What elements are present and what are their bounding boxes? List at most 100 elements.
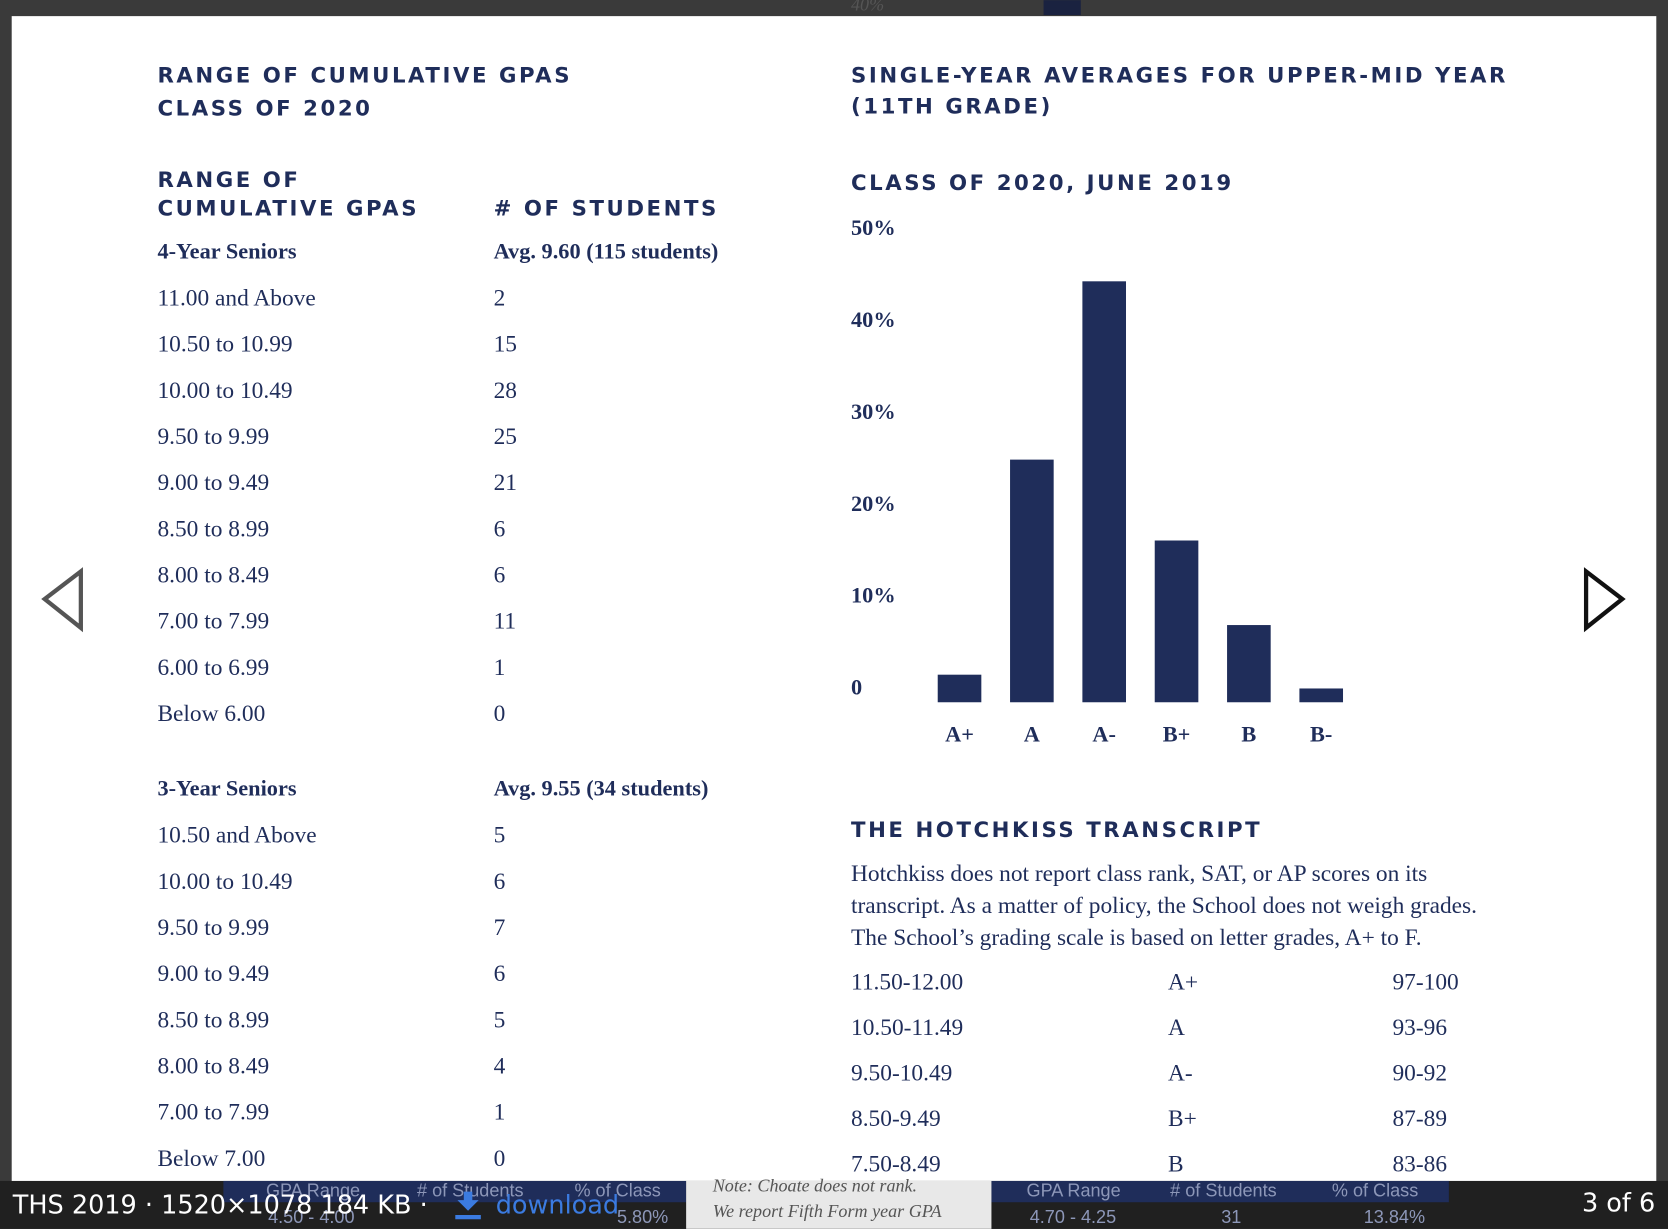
gpa-range: Below 6.00	[157, 701, 265, 727]
behind-text: # of Students	[417, 1180, 524, 1200]
gpa-range: 9.50 to 9.99	[157, 915, 269, 941]
section-title: RANGE OF CUMULATIVE GPAS	[157, 64, 572, 89]
student-count: 5	[494, 823, 506, 849]
download-icon	[455, 1191, 481, 1220]
grade-scale-cell: A-	[1168, 1061, 1193, 1087]
paragraph-line: Hotchkiss does not report class rank, SA…	[851, 861, 1427, 887]
group-average: Avg. 9.55 (34 students)	[494, 776, 709, 801]
chart-title: SINGLE-YEAR AVERAGES FOR UPPER-MID YEAR	[851, 64, 1508, 89]
behind-text: 13.84%	[1364, 1207, 1425, 1227]
gpa-range: 8.50 to 8.99	[157, 1007, 269, 1033]
gpa-range: 9.00 to 9.49	[157, 470, 269, 496]
gpa-range: 7.00 to 7.99	[157, 609, 269, 635]
caption-text: THS 2019 · 1520×1078 184 KB ·	[12, 1190, 428, 1220]
download-link[interactable]: download	[496, 1190, 619, 1220]
group-label: 4-Year Seniors	[157, 238, 296, 263]
student-count: 28	[494, 378, 517, 404]
chart-subtitle: CLASS OF 2020, JUNE 2019	[851, 171, 1234, 196]
bar	[1299, 688, 1344, 703]
student-count: 5	[494, 1007, 506, 1033]
bar	[1010, 459, 1054, 703]
gpa-range: 10.00 to 10.49	[157, 869, 292, 895]
behind-header	[991, 1180, 1449, 1203]
behind-header	[223, 1180, 687, 1203]
behind-text: GPA Range	[266, 1180, 360, 1200]
group-label: 3-Year Seniors	[157, 776, 296, 801]
x-tick-label: A-	[1092, 721, 1116, 746]
bar	[1082, 281, 1127, 703]
gpa-range: 9.50 to 9.99	[157, 424, 269, 450]
grade-scale-cell: 7.50-8.49	[851, 1152, 941, 1178]
grade-scale-cell: 83-86	[1392, 1152, 1447, 1178]
student-count: 6	[494, 563, 506, 589]
y-tick-label: 30%	[851, 399, 896, 424]
grade-scale-cell: B	[1168, 1152, 1184, 1178]
student-count: 11	[494, 609, 517, 635]
grade-scale-cell: 11.50-12.00	[851, 970, 963, 996]
gpa-range: 11.00 and Above	[157, 286, 315, 312]
section-title: CLASS OF 2020	[157, 97, 372, 122]
chart-title: (11TH GRADE)	[851, 95, 1053, 120]
x-tick-label: B-	[1310, 721, 1332, 746]
y-tick-label: 10%	[851, 583, 896, 608]
column-header: RANGE OF	[157, 168, 300, 193]
behind-text: 4.70 - 4.25	[1030, 1207, 1116, 1227]
y-tick-label: 20%	[851, 491, 896, 516]
behind-text: # of Students	[1170, 1180, 1277, 1200]
next-arrow[interactable]	[1583, 567, 1626, 633]
page	[11, 16, 1657, 1181]
column-header: # OF STUDENTS	[494, 197, 719, 222]
caption: GPA Range # of Students % of Class 4.50 - 4…	[12, 1175, 1655, 1226]
gpa-range: 10.50 and Above	[157, 823, 316, 849]
paragraph-line: The School’s grading scale is based on l…	[851, 925, 1422, 951]
group-average: Avg. 9.60 (115 students)	[494, 238, 719, 263]
student-count: 1	[494, 655, 506, 681]
section-title: THE HOTCHKISS TRANSCRIPT	[851, 818, 1262, 843]
gpa-range: 9.00 to 9.49	[157, 961, 269, 987]
student-count: 2	[494, 286, 506, 312]
grade-scale-cell: A	[1168, 1015, 1185, 1041]
x-tick-label: A+	[945, 721, 974, 746]
gpa-range: 10.00 to 10.49	[157, 378, 292, 404]
bar	[1154, 540, 1199, 703]
student-count: 0	[494, 1146, 506, 1172]
student-count: 7	[494, 915, 506, 941]
gpa-range: 8.00 to 8.49	[157, 563, 269, 589]
behind-text: We report Fifth Form year GPA	[713, 1201, 943, 1221]
behind-text: GPA Range	[1027, 1180, 1121, 1200]
gpa-range: Below 7.00	[157, 1146, 265, 1172]
student-count: 1	[494, 1100, 506, 1126]
x-tick-label: A	[1024, 721, 1040, 746]
y-tick-label: 50%	[851, 215, 896, 240]
grade-scale-cell: A+	[1168, 970, 1198, 996]
x-tick-label: B	[1241, 721, 1256, 746]
behind-text: 5.80%	[617, 1207, 668, 1227]
behind-text: % of Class	[1332, 1180, 1418, 1200]
behind-text: 31	[1221, 1207, 1241, 1227]
student-count: 21	[494, 470, 517, 496]
student-count: 4	[494, 1054, 506, 1080]
student-count: 0	[494, 701, 506, 727]
prev-arrow[interactable]	[41, 567, 83, 633]
behind-text: 40%	[851, 0, 884, 15]
paragraph-line: transcript. As a matter of policy, the S…	[851, 893, 1477, 919]
gpa-range: 10.50 to 10.99	[157, 332, 292, 358]
y-tick-label: 40%	[851, 307, 896, 332]
grade-scale-cell: B+	[1168, 1106, 1197, 1132]
grade-scale-cell: 93-96	[1392, 1015, 1447, 1041]
behind-text: Note: Choate does not rank.	[712, 1175, 917, 1195]
grade-scale-cell: 10.50-11.49	[851, 1015, 963, 1041]
behind-text: 4.50 - 4.00	[268, 1207, 354, 1227]
gpa-range: 6.00 to 6.99	[157, 655, 269, 681]
bar	[937, 674, 982, 703]
behind-note	[686, 1180, 992, 1229]
student-count: 6	[494, 869, 506, 895]
behind-text: % of Class	[574, 1180, 660, 1200]
grade-scale-cell: 90-92	[1392, 1061, 1447, 1087]
grade-scale-cell: 9.50-10.49	[851, 1061, 952, 1087]
y-tick-label: 0	[851, 675, 862, 700]
bar	[1227, 625, 1271, 703]
grade-scale-cell: 97-100	[1392, 970, 1458, 996]
student-count: 6	[494, 516, 506, 542]
